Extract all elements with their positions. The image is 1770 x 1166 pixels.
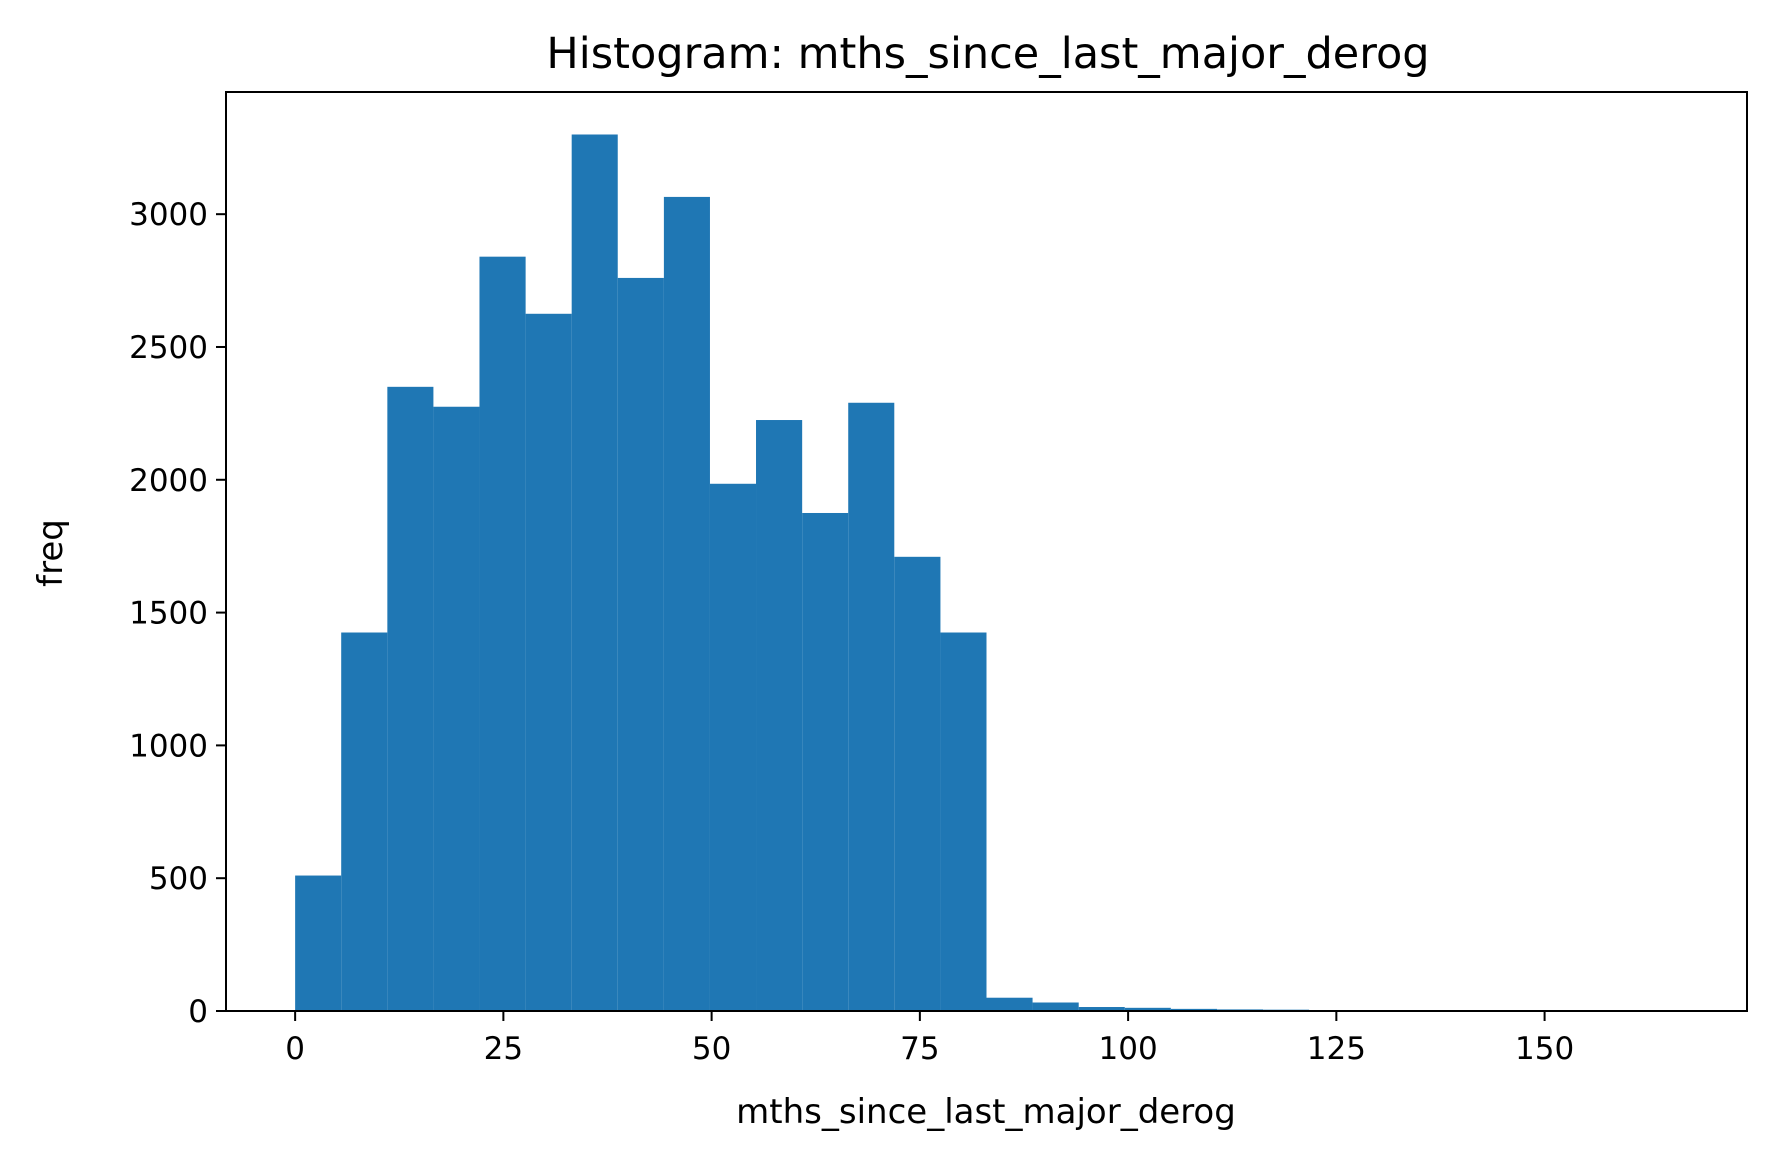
x-tick-label-6: 150: [1515, 1031, 1574, 1067]
histogram-bar-3: [433, 406, 480, 1011]
x-tick-label-4: 100: [1099, 1031, 1158, 1067]
histogram-bar-1: [341, 632, 388, 1011]
histogram-bar-13: [894, 556, 941, 1011]
y-tick-label-0: 0: [188, 994, 208, 1030]
histogram-bar-15: [986, 997, 1033, 1011]
histogram-bar-11: [802, 512, 849, 1011]
histogram-bar-16: [1032, 1002, 1079, 1011]
histogram-bar-18: [1124, 1007, 1171, 1011]
histogram-bar-5: [525, 313, 572, 1011]
histogram-bar-10: [756, 420, 803, 1012]
x-tick-label-5: 125: [1307, 1031, 1366, 1067]
y-tick-label-6: 3000: [129, 197, 208, 233]
bars-group: [295, 134, 1678, 1012]
histogram-bar-7: [617, 277, 664, 1011]
histogram-bar-14: [940, 632, 987, 1011]
plot-frame: [225, 91, 1748, 1012]
y-tick-label-2: 1000: [129, 728, 208, 764]
x-tick-label-3: 75: [900, 1031, 939, 1067]
histogram-bar-19: [1170, 1008, 1217, 1011]
y-tick-label-5: 2500: [129, 330, 208, 366]
y-tick-label-3: 1500: [129, 596, 208, 632]
x-tick-label-1: 25: [484, 1031, 523, 1067]
y-axis-ticks: 0 500 1000 1500 2000 2500 3000: [129, 197, 226, 1030]
chart-title: Histogram: mths_since_last_major_derog: [546, 29, 1429, 79]
histogram-bar-0: [295, 875, 342, 1011]
histogram-bar-4: [479, 256, 526, 1012]
y-tick-label-1: 500: [149, 861, 208, 897]
histogram-bar-9: [709, 483, 757, 1011]
x-tick-label-0: 0: [285, 1031, 305, 1067]
histogram-bar-8: [663, 196, 710, 1011]
histogram-bar-17: [1078, 1007, 1125, 1011]
histogram-bar-12: [848, 402, 895, 1011]
x-axis-ticks: 0 25 50 75 100 125 150: [285, 1011, 1574, 1067]
x-tick-label-2: 50: [692, 1031, 731, 1067]
histogram-bar-2: [387, 386, 434, 1011]
x-axis-label: mths_since_last_major_derog: [736, 1092, 1236, 1132]
y-axis-label: freq: [31, 519, 71, 587]
y-tick-label-4: 2000: [129, 463, 208, 499]
histogram-bar-6: [571, 134, 618, 1011]
